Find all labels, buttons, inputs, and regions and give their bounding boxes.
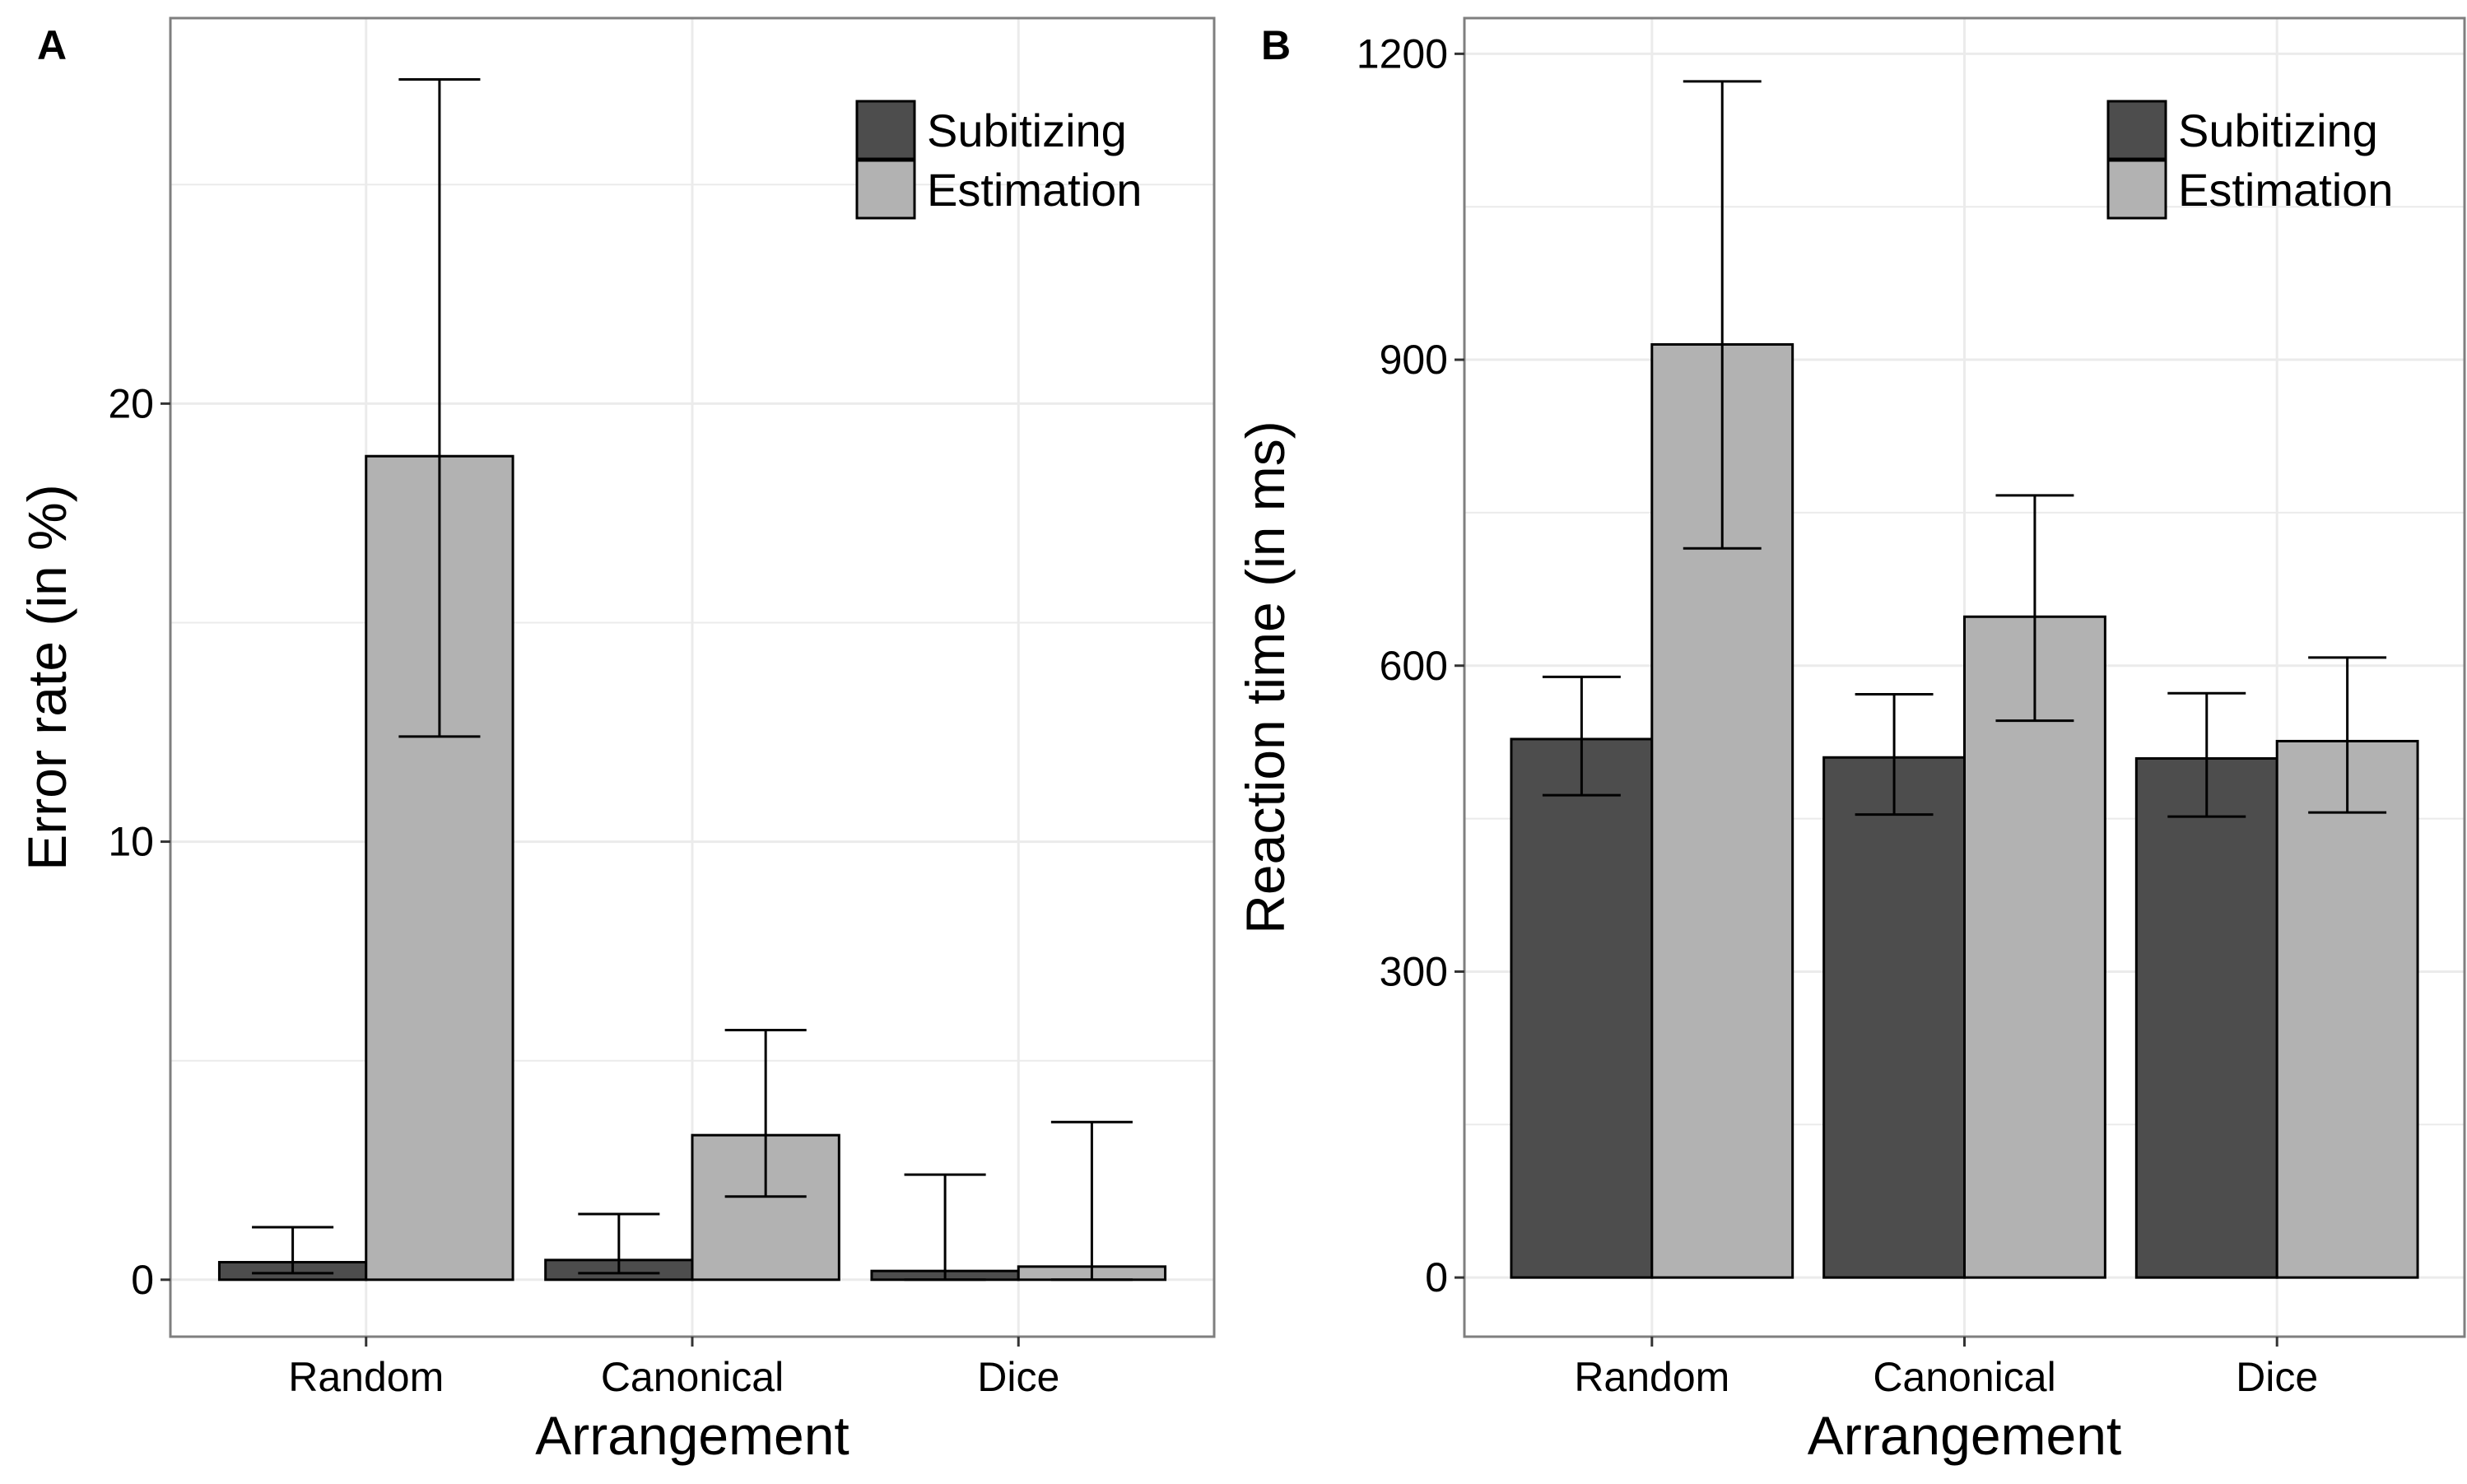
panel-b-letter: B: [1261, 22, 1291, 68]
panel-b-x-axis-title: Arrangement: [1808, 1405, 2122, 1466]
panel-b-ytick-label: 0: [1425, 1254, 1448, 1300]
panel-b-xtick-label: Dice: [2236, 1354, 2318, 1400]
panel-a-xtick-label: Dice: [977, 1354, 1059, 1400]
panel-b-xtick-label: Canonical: [1873, 1354, 2055, 1400]
panel-b-ytick-label: 1200: [1357, 30, 1448, 77]
panel-a-legend-swatch-subitizing: [855, 100, 916, 160]
panel-a-y-axis-title: Error rate (in %): [16, 484, 77, 870]
panel-b-errorbar-subitizing-canonical: [1855, 692, 1934, 816]
panel-b-errorbar-estimation-canonical: [1995, 494, 2074, 723]
panel-a-legend: Subitizing Estimation: [855, 100, 1142, 220]
panel-b-ytick-label: 300: [1380, 948, 1448, 994]
panel-b-legend-label-subitizing: Subitizing: [2178, 105, 2378, 156]
panel-a-ytick-label: 0: [131, 1257, 154, 1303]
panel-b-errorbar-subitizing-random: [1542, 675, 1621, 797]
panel-b-legend-swatch-subitizing: [2106, 100, 2167, 160]
panel-a-errorbar-subitizing-dice: [904, 1173, 986, 1282]
panel-a-ytick-label: 10: [108, 819, 154, 865]
panel-a-errorbar-estimation-random: [398, 78, 481, 738]
panel-a-legend-label-subitizing: Subitizing: [927, 105, 1127, 156]
panel-b-xtick-label: Random: [1574, 1354, 1729, 1400]
panel-b-legend: Subitizing Estimation: [2106, 100, 2393, 220]
panel-b-ytick-label: 900: [1380, 337, 1448, 383]
panel-a-errorbar-subitizing-random: [252, 1226, 334, 1275]
panel-b-bar-subitizing-random: [1510, 737, 1654, 1279]
panel-b-bar-subitizing-dice: [2134, 756, 2278, 1279]
panel-b-legend-swatch-estimation: [2106, 159, 2167, 220]
panel-b-legend-label-estimation: Estimation: [2178, 164, 2393, 216]
panel-a-ytick-label: 20: [108, 380, 154, 426]
panel-a-xtick-label: Canonical: [601, 1354, 784, 1400]
panel-a-letter: A: [37, 22, 67, 68]
panel-b-y-axis-title: Reaction time (in ms): [1235, 421, 1296, 934]
panel-b-bar-subitizing-canonical: [1822, 756, 1966, 1279]
panel-a-errorbar-estimation-canonical: [724, 1028, 807, 1198]
panel-a-error-rate-chart: A 0 10 20 Random Canonical Dice Arrangement Erro…: [16, 16, 1216, 1466]
panel-b-bar-estimation-canonical: [1963, 615, 2106, 1279]
panel-b-ytick-label: 600: [1380, 643, 1448, 689]
panel-b-bar-estimation-dice: [2275, 739, 2419, 1279]
panel-a-x-axis-title: Arrangement: [535, 1405, 849, 1466]
panel-a-legend-swatch-estimation: [855, 159, 916, 220]
panel-a-legend-label-estimation: Estimation: [927, 164, 1142, 216]
panel-b-errorbar-subitizing-dice: [2167, 691, 2246, 818]
panel-b-reaction-time-chart: B 0 300 600 900 1200 Random Canonical Dice Arrang…: [1235, 16, 2466, 1466]
panel-a-errorbar-subitizing-canonical: [578, 1212, 660, 1275]
panel-b-errorbar-estimation-random: [1683, 80, 1762, 550]
panel-a-errorbar-estimation-dice: [1050, 1120, 1133, 1282]
panel-a-xtick-label: Random: [288, 1354, 444, 1400]
panel-b-errorbar-estimation-dice: [2308, 656, 2387, 814]
